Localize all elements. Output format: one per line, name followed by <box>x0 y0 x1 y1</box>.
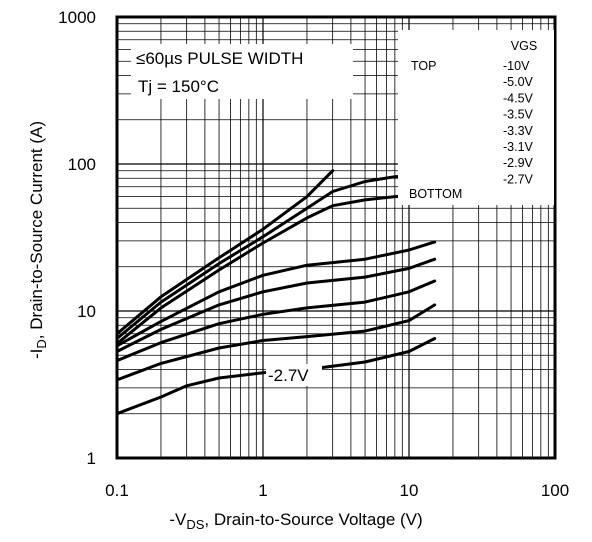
x-axis-label-suffix: , Drain-to-Source Voltage (V) <box>204 510 423 529</box>
legend-entry: -10V <box>503 59 530 73</box>
legend-bottom-label: BOTTOM <box>409 187 462 201</box>
y-tick-label: 10 <box>77 302 96 321</box>
y-axis-label-prefix: -I <box>27 348 46 360</box>
legend-entry: -3.3V <box>503 124 534 138</box>
tick-labels: 0.1 1 10 100 1 10 100 1000 <box>58 8 569 500</box>
series-line <box>115 193 437 346</box>
legend-entry: -3.1V <box>503 140 534 154</box>
curves <box>115 169 437 416</box>
series-line <box>115 257 437 353</box>
legend-entry: -2.9V <box>503 156 534 170</box>
legend-entry: -2.7V <box>503 172 534 186</box>
annotations: ≤60µs PULSE WIDTH Tj = 150°C <box>131 44 353 99</box>
x-tick-label: 1 <box>258 481 267 500</box>
series-line <box>115 169 335 336</box>
legend-entry: -5.0V <box>503 75 534 89</box>
series-line <box>115 172 437 340</box>
y-axis-label-subscript: D <box>34 339 49 349</box>
series-line <box>115 240 437 348</box>
legend-entry: -3.5V <box>503 108 534 122</box>
x-tick-label: 100 <box>541 481 569 500</box>
y-tick-label: 1 <box>87 449 96 468</box>
x-tick-label: 0.1 <box>105 481 129 500</box>
annotation-background <box>131 44 353 99</box>
x-tick-label: 10 <box>400 481 419 500</box>
legend-entries: -10V -5.0V -4.5V -3.5V -3.3V -3.1V -2.9V -2.7V <box>503 59 534 186</box>
plot-frame <box>115 15 557 460</box>
y-axis-label-suffix: , Drain-to-Source Current (A) <box>27 120 46 340</box>
annotation-pulse-width: ≤60µs PULSE WIDTH <box>136 49 303 68</box>
legend-entry: -4.5V <box>503 91 534 105</box>
x-axis-label-subscript: DS <box>186 517 205 532</box>
x-axis-label: -VDS, Drain-to-Source Voltage (V) <box>0 510 592 532</box>
y-axis-label: -ID, Drain-to-Source Current (A) <box>27 121 49 359</box>
curve-label: -2.7V <box>268 366 309 385</box>
legend: VGS TOP BOTTOM -10V-5.0V-4.5V-3.5V-3.3V-… <box>398 30 554 205</box>
annotation-temperature: Tj = 150°C <box>138 77 219 96</box>
legend-top-label: TOP <box>411 59 436 73</box>
legend-header: VGS <box>511 39 537 53</box>
x-axis-label-prefix: -V <box>169 510 187 529</box>
y-tick-label: 1000 <box>58 8 96 27</box>
curve-label-background <box>266 364 322 386</box>
series-line <box>115 303 437 382</box>
y-tick-label: 100 <box>68 155 96 174</box>
series-line <box>115 279 437 363</box>
series-line <box>115 337 437 416</box>
curve-label-group: -2.7V <box>266 364 322 386</box>
legend-box <box>398 30 554 205</box>
